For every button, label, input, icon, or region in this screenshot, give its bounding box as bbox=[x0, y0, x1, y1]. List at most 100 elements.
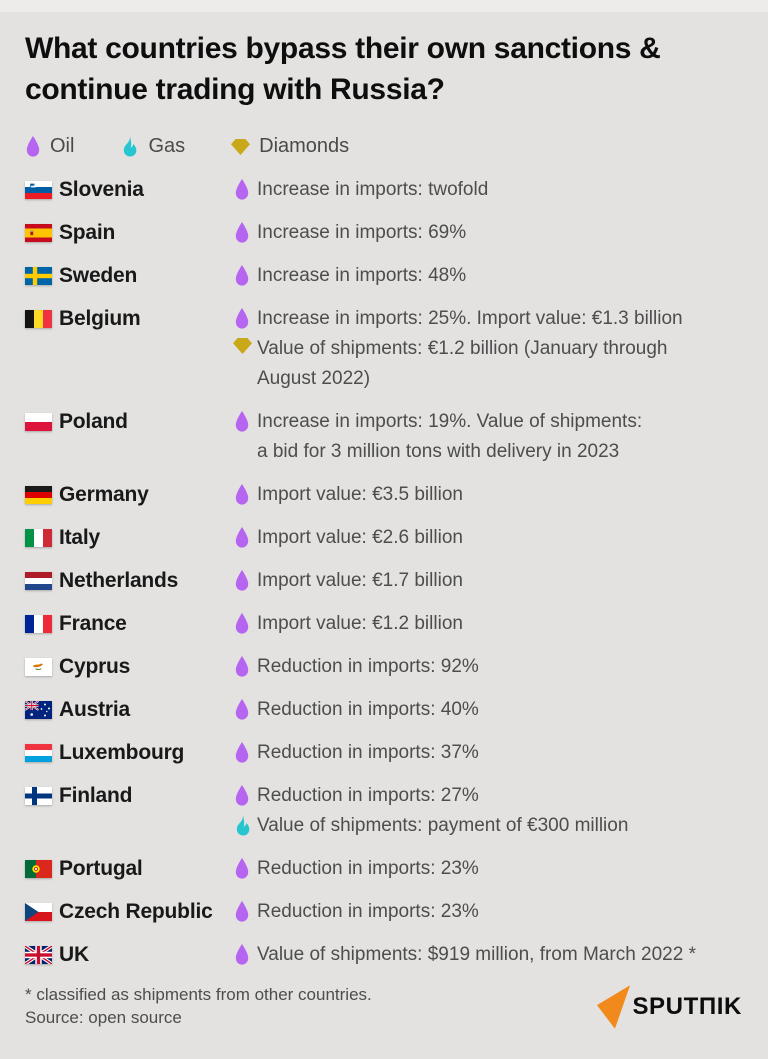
entry-list: Reduction in imports: 23% bbox=[232, 854, 743, 884]
country-row: Spain Increase in imports: 69% bbox=[25, 218, 743, 248]
entry-list: Reduction in imports: 23% bbox=[232, 897, 743, 927]
entry-text: Reduction in imports: 40% bbox=[257, 699, 479, 720]
sputnik-logo-icon bbox=[597, 985, 631, 1029]
entry-list: Increase in imports: 19%. Value of shipm… bbox=[232, 407, 743, 467]
entry-text: Import value: €2.6 billion bbox=[257, 527, 463, 548]
data-entry: Reduction in imports: 40% bbox=[232, 695, 743, 725]
entry-list: Import value: €3.5 billion bbox=[232, 480, 743, 510]
data-entry: Import value: €2.6 billion bbox=[232, 523, 743, 553]
entry-text: Import value: €1.2 billion bbox=[257, 613, 463, 634]
entry-text: Increase in imports: 19%. Value of shipm… bbox=[257, 411, 643, 462]
country-name: Finland bbox=[59, 784, 133, 807]
entry-text: Reduction in imports: 27% bbox=[257, 785, 479, 806]
data-entry: Reduction in imports: 23% bbox=[232, 854, 743, 884]
flag-pt-icon bbox=[25, 860, 52, 878]
diamonds-icon bbox=[231, 138, 251, 155]
country-row: Austria Reduction in imports: 40% bbox=[25, 695, 743, 725]
country-row: UK Value of shipments: $919 million, from… bbox=[25, 940, 743, 970]
data-entry: Increase in imports: 25%. Import value: … bbox=[232, 304, 743, 334]
entry-list: Import value: €1.2 billion bbox=[232, 609, 743, 639]
country-cell: Luxembourg bbox=[25, 738, 232, 768]
flag-it-icon bbox=[25, 529, 52, 547]
country-cell: Sweden bbox=[25, 261, 232, 291]
data-entry: Import value: €3.5 billion bbox=[232, 480, 743, 510]
legend-label: Oil bbox=[50, 135, 75, 157]
flag-fr-icon bbox=[25, 615, 52, 633]
entry-list: Reduction in imports: 40% bbox=[232, 695, 743, 725]
flag-cz-icon bbox=[25, 903, 52, 921]
flag-si-icon bbox=[25, 181, 52, 199]
flag-cy-icon bbox=[25, 658, 52, 676]
country-name: France bbox=[59, 612, 127, 635]
oil-icon bbox=[232, 944, 252, 965]
data-entry: Value of shipments: payment of €300 mill… bbox=[232, 811, 743, 841]
country-row: Poland Increase in imports: 19%. Value of… bbox=[25, 407, 743, 467]
country-name: Belgium bbox=[59, 307, 141, 330]
country-name: Poland bbox=[59, 410, 128, 433]
legend-item-oil: Oil bbox=[25, 135, 74, 158]
country-row: Portugal Reduction in imports: 23% bbox=[25, 854, 743, 884]
country-cell: Germany bbox=[25, 480, 232, 510]
flag-se-icon bbox=[25, 267, 52, 285]
data-entry: Increase in imports: 48% bbox=[232, 261, 743, 291]
country-row: Cyprus Reduction in imports: 92% bbox=[25, 652, 743, 682]
entry-text: Value of shipments: €1.2 billion (Januar… bbox=[257, 338, 668, 389]
oil-icon bbox=[232, 411, 252, 432]
country-cell: Finland bbox=[25, 781, 232, 841]
diamonds-icon bbox=[232, 338, 252, 354]
country-row: Slovenia Increase in imports: twofold bbox=[25, 175, 743, 205]
gas-icon bbox=[120, 135, 139, 158]
country-cell: Cyprus bbox=[25, 652, 232, 682]
country-name: Cyprus bbox=[59, 655, 131, 678]
flag-fi-icon bbox=[25, 787, 52, 805]
country-row: Netherlands Import value: €1.7 billion bbox=[25, 566, 743, 596]
country-row: Belgium Increase in imports: 25%. Import … bbox=[25, 304, 743, 394]
entry-text: Increase in imports: twofold bbox=[257, 179, 489, 200]
entry-text: Value of shipments: $919 million, from M… bbox=[257, 944, 696, 965]
flag-pl-icon bbox=[25, 413, 52, 431]
country-row: Italy Import value: €2.6 billion bbox=[25, 523, 743, 553]
country-name: Portugal bbox=[59, 857, 143, 880]
legend-item-diamonds: Diamonds bbox=[231, 135, 349, 158]
oil-icon bbox=[232, 742, 252, 763]
entry-text: Import value: €3.5 billion bbox=[257, 484, 463, 505]
oil-icon bbox=[232, 179, 252, 200]
oil-icon bbox=[232, 308, 252, 329]
entry-list: Value of shipments: $919 million, from M… bbox=[232, 940, 743, 970]
entry-text: Reduction in imports: 23% bbox=[257, 901, 479, 922]
footer: * classified as shipments from other cou… bbox=[25, 983, 743, 1029]
country-row: France Import value: €1.2 billion bbox=[25, 609, 743, 639]
legend: Oil Gas Diamonds bbox=[25, 133, 743, 160]
flag-gb-icon bbox=[25, 946, 52, 964]
oil-icon bbox=[232, 222, 252, 243]
data-entry: Reduction in imports: 23% bbox=[232, 897, 743, 927]
footer-notes: * classified as shipments from other cou… bbox=[25, 983, 372, 1029]
data-entry: Import value: €1.7 billion bbox=[232, 566, 743, 596]
oil-icon bbox=[232, 527, 252, 548]
entry-list: Import value: €2.6 billion bbox=[232, 523, 743, 553]
page-title: What countries bypass their own sanction… bbox=[25, 32, 661, 106]
gas-icon bbox=[232, 815, 252, 837]
country-name: Luxembourg bbox=[59, 741, 185, 764]
country-name: Italy bbox=[59, 526, 101, 549]
oil-icon bbox=[232, 858, 252, 879]
country-name: Netherlands bbox=[59, 569, 179, 592]
entry-list: Increase in imports: 48% bbox=[232, 261, 743, 291]
country-row: Sweden Increase in imports: 48% bbox=[25, 261, 743, 291]
sputnik-logo-text: SPUTΠIK bbox=[632, 993, 742, 1020]
oil-icon bbox=[232, 785, 252, 806]
legend-label: Diamonds bbox=[259, 135, 350, 157]
data-entry: Reduction in imports: 92% bbox=[232, 652, 743, 682]
country-cell: Slovenia bbox=[25, 175, 232, 205]
oil-icon bbox=[25, 136, 41, 157]
data-entry: Increase in imports: 69% bbox=[232, 218, 743, 248]
oil-icon bbox=[232, 699, 252, 720]
entry-list: Reduction in imports: 92% bbox=[232, 652, 743, 682]
entry-text: Increase in imports: 48% bbox=[257, 265, 467, 286]
data-entry: Import value: €1.2 billion bbox=[232, 609, 743, 639]
country-row: Luxembourg Reduction in imports: 37% bbox=[25, 738, 743, 768]
entry-list: Increase in imports: twofold bbox=[232, 175, 743, 205]
country-name: Czech Republic bbox=[59, 900, 213, 923]
source-note: Source: open source bbox=[25, 1008, 182, 1027]
country-name: Spain bbox=[59, 221, 116, 244]
